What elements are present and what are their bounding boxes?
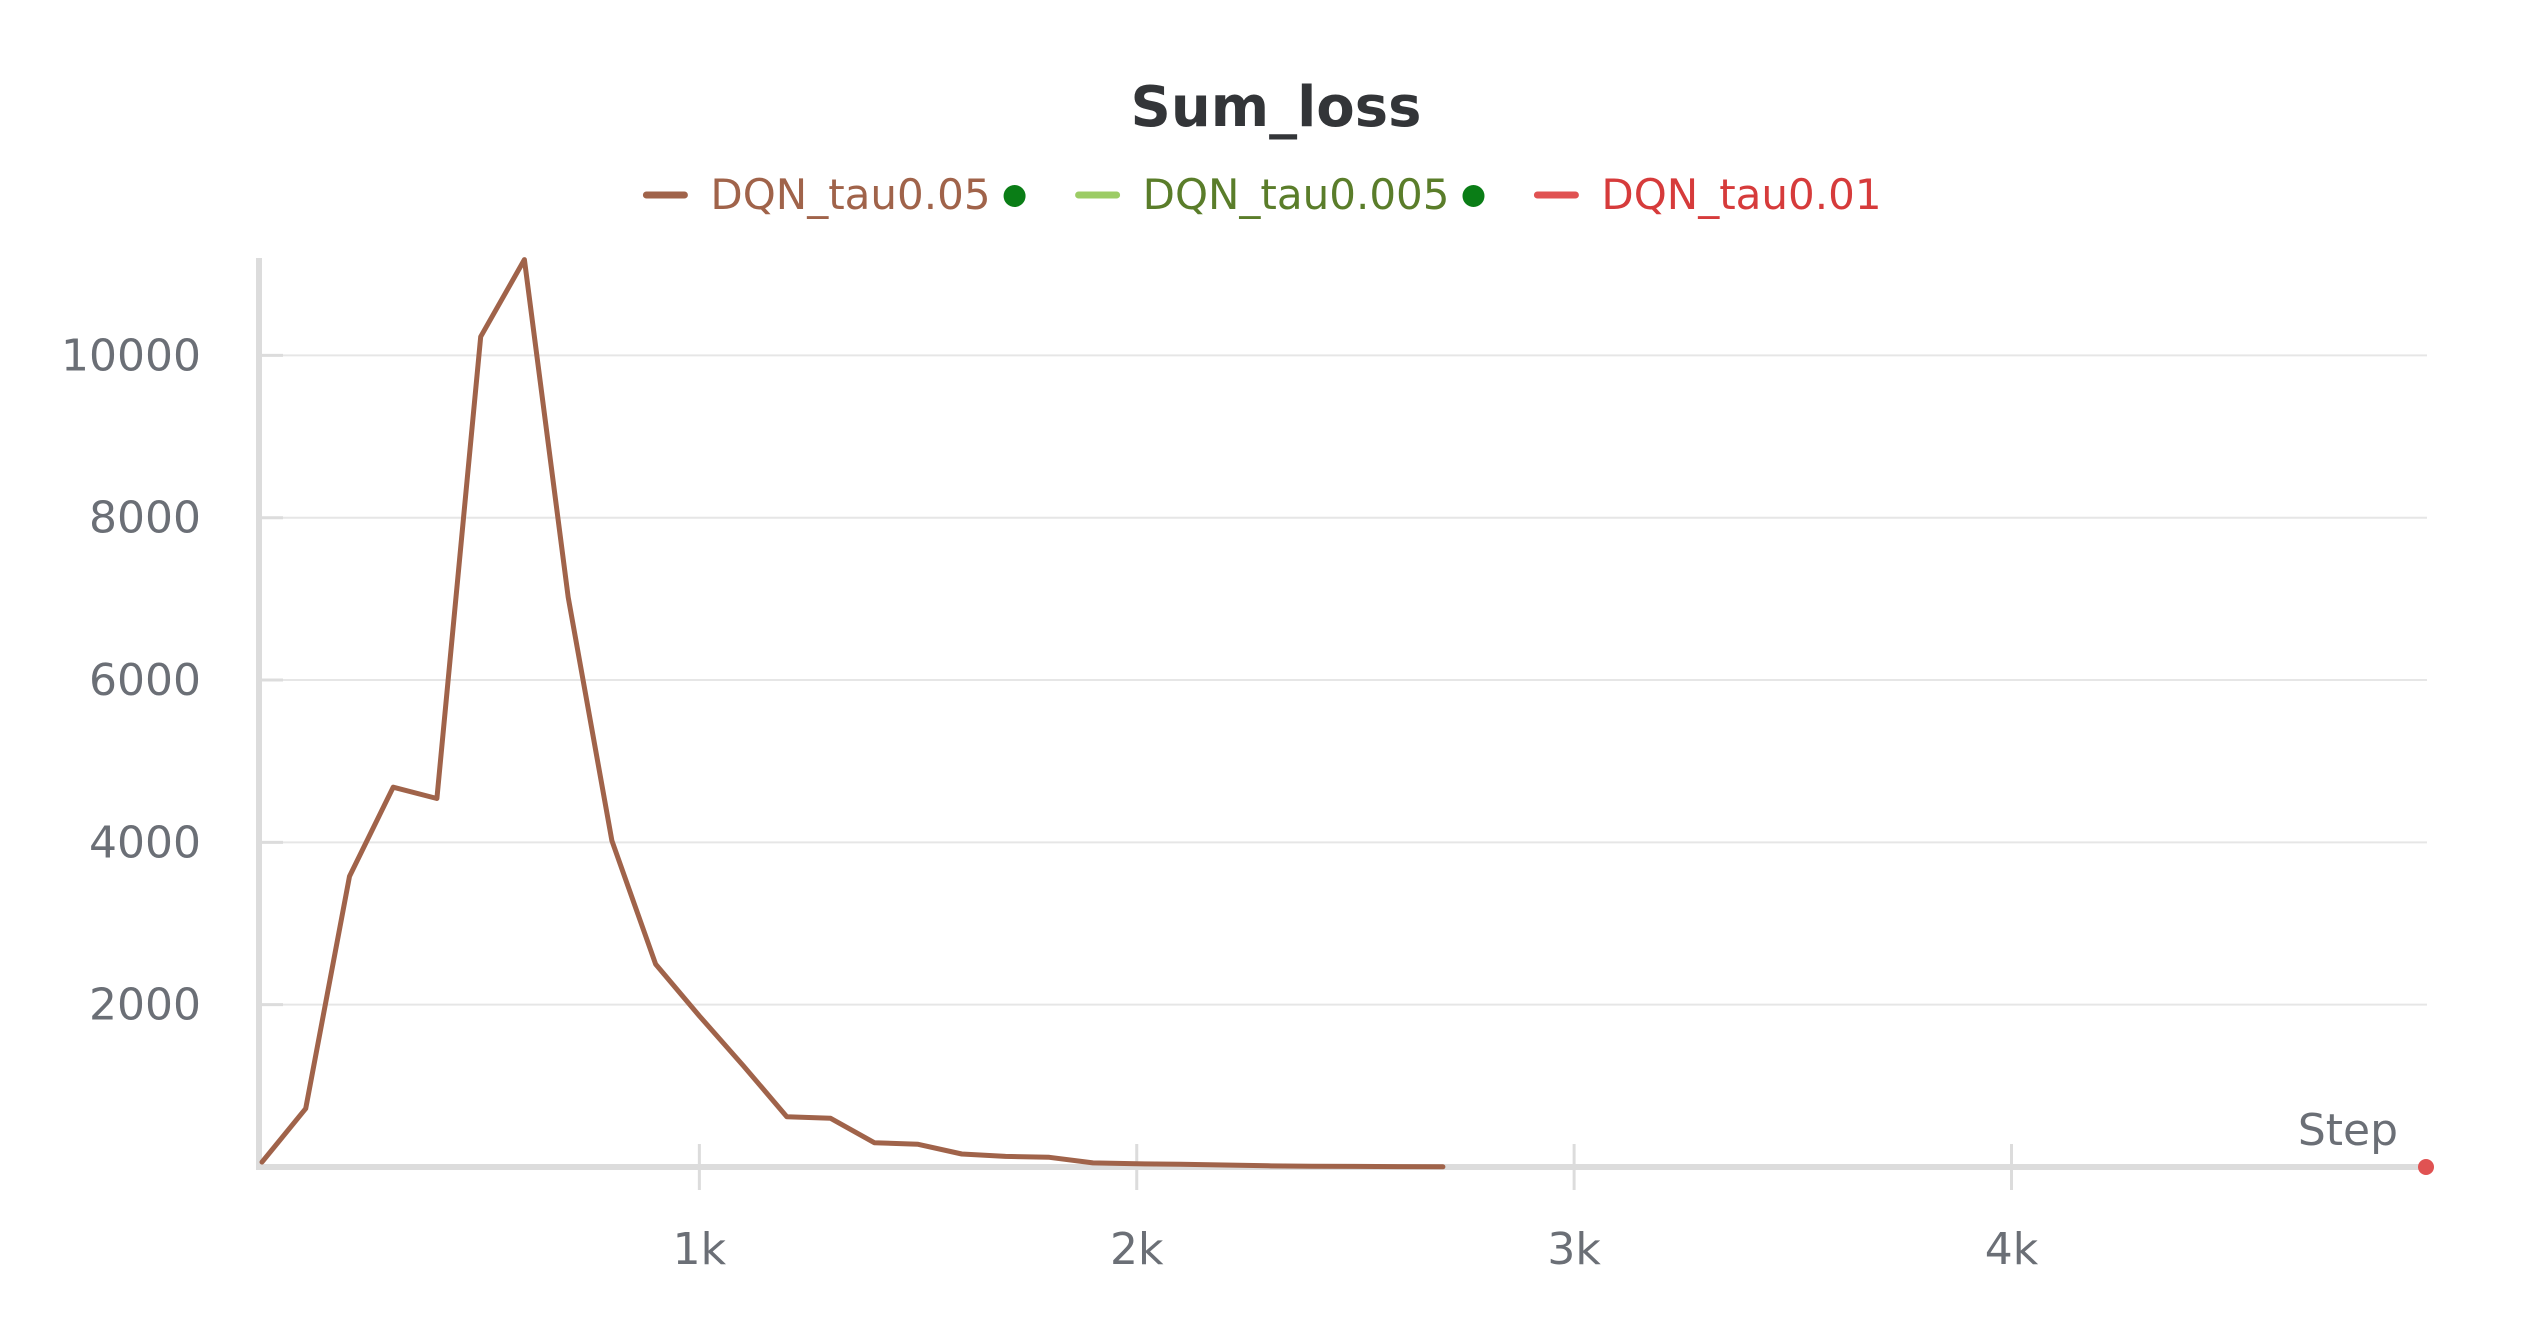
chart-title: Sum_loss <box>1131 75 1422 140</box>
x-tick-label: 4k <box>1985 1224 2039 1275</box>
axes <box>256 258 2427 1170</box>
x-ticks: 1k 2k 3k 4k <box>673 1144 2039 1275</box>
y-tick-label: 2000 <box>89 980 201 1031</box>
y-ticks: 2000 4000 6000 8000 10000 <box>61 330 283 1031</box>
grid <box>262 354 2427 1006</box>
x-tick-label: 2k <box>1110 1224 1164 1275</box>
x-axis-label: Step <box>2298 1105 2398 1156</box>
legend-label: DQN_tau0.05 <box>710 170 990 219</box>
x-tick-label: 1k <box>673 1224 727 1275</box>
y-tick-label: 4000 <box>89 817 201 868</box>
legend-label: DQN_tau0.01 <box>1601 170 1881 219</box>
legend-label: DQN_tau0.005 <box>1143 170 1450 219</box>
x-tick-label: 3k <box>1547 1224 1601 1275</box>
series-layer[interactable] <box>259 257 2434 1175</box>
series-point-DQN_tau0.01[interactable] <box>2418 1159 2434 1175</box>
legend-item-DQN_tau0.05[interactable]: DQN_tau0.05 <box>642 170 1026 219</box>
legend-item-DQN_tau0.01[interactable]: DQN_tau0.01 <box>1533 170 1882 219</box>
y-tick-label: 8000 <box>89 493 201 544</box>
legend-item-DQN_tau0.005[interactable]: DQN_tau0.005 <box>1075 170 1485 219</box>
series-line-DQN_tau0.05[interactable] <box>259 257 1446 1170</box>
y-tick-label: 6000 <box>89 655 201 706</box>
legend[interactable]: DQN_tau0.05 DQN_tau0.005 DQN_tau0.01 <box>642 170 1882 219</box>
status-dot-icon <box>1003 185 1026 207</box>
status-dot-icon <box>1462 185 1485 207</box>
y-tick-label: 10000 <box>61 330 201 381</box>
